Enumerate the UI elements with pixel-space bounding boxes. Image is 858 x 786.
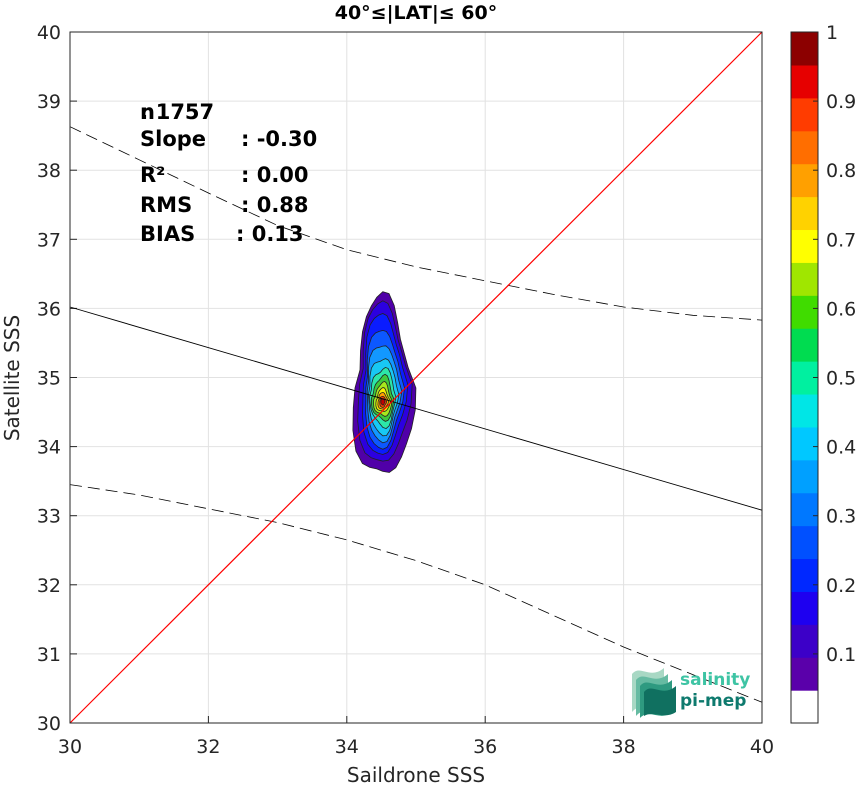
y-axis-label: Satellite SSS (0, 315, 24, 441)
stat-label: BIAS (140, 222, 195, 246)
colorbar-tick-label: 0.4 (826, 437, 856, 459)
colorbar-segment (791, 32, 818, 66)
stat-value: : -0.30 (241, 127, 317, 151)
colorbar-tick-label: 0.1 (826, 644, 856, 666)
stat-label: Slope (140, 127, 206, 151)
colorbar-tick-label: 0.6 (826, 298, 856, 320)
colorbar-segment (791, 624, 818, 658)
chart-title: 40°≤|LAT|≤ 60° (335, 2, 498, 24)
x-tick-label: 30 (58, 736, 82, 758)
colorbar-segment (791, 229, 818, 263)
y-tick-labels: 30 31 32 33 34 35 36 37 38 39 40 (37, 22, 61, 735)
colorbar-segment (791, 492, 818, 527)
colorbar-segment (791, 130, 818, 165)
colorbar-segment (791, 196, 818, 231)
colorbar-segment (791, 657, 818, 691)
plot-area (69, 31, 763, 724)
logo-line1: salinity (680, 670, 750, 690)
stat-value: : 0.88 (241, 193, 309, 217)
colorbar-segment (791, 558, 818, 592)
colorbar-tick-label: 0.7 (826, 229, 856, 251)
colorbar-tick-label: 1 (826, 22, 838, 44)
logo-wave-icon (632, 668, 676, 718)
stats-box: n: 1757 Slope : -0.30 R² : 0.00 RMS : 0.88 BIAS… (140, 100, 317, 246)
salinity-pimep-logo: salinity pi-mep (632, 668, 750, 718)
colorbar-segment (791, 328, 818, 362)
colorbar: 0.1 0.2 0.3 0.4 0.5 0.6 0.7 0.8 0.9 1 (790, 22, 856, 724)
y-tick-label: 37 (37, 229, 61, 251)
x-tick-label: 36 (473, 736, 497, 758)
y-tick-label: 32 (37, 575, 61, 597)
x-tick-labels: 30 32 34 36 38 40 (58, 736, 774, 758)
colorbar-segment (791, 525, 818, 560)
stat-value: : 0.13 (236, 222, 304, 246)
y-tick-label: 36 (37, 298, 61, 320)
logo-line2: pi-mep (680, 691, 746, 711)
x-tick-label: 32 (196, 736, 220, 758)
colorbar-segment (791, 262, 818, 296)
x-tick-label: 38 (612, 736, 636, 758)
y-tick-label: 30 (37, 713, 61, 735)
colorbar-segment (791, 591, 818, 625)
y-tick-label: 31 (37, 644, 61, 666)
stat-label: n (140, 100, 155, 124)
colorbar-segment (791, 64, 818, 99)
x-tick-label: 34 (335, 736, 359, 758)
colorbar-segment (791, 295, 818, 329)
density-contours (352, 291, 417, 473)
fit-lines (69, 31, 763, 724)
plot-frame (69, 31, 763, 724)
colorbar-segment (791, 393, 818, 428)
upper-dashed-line (69, 126, 763, 321)
y-tick-label: 33 (37, 506, 61, 528)
y-tick-label: 35 (37, 368, 61, 390)
y-tick-label: 34 (37, 437, 61, 459)
stat-label: R² (140, 163, 165, 187)
x-axis-label: Saildrone SSS (347, 763, 485, 786)
stat-label: RMS (140, 193, 192, 217)
colorbar-segment (791, 97, 818, 132)
y-tick-label: 39 (37, 91, 61, 113)
regression-line (69, 306, 763, 511)
lower-dashed-line (69, 484, 763, 703)
colorbar-segment (791, 459, 818, 494)
colorbar-tick-label: 0.8 (826, 160, 856, 182)
x-tick-label: 40 (750, 736, 774, 758)
y-tick-label: 40 (37, 22, 61, 44)
colorbar-tick-label: 0.3 (826, 506, 856, 528)
colorbar-segment (791, 690, 818, 724)
colorbar-tick-label: 0.9 (826, 91, 856, 113)
stat-value: : 1757 (140, 100, 214, 124)
stat-value: : 0.00 (241, 163, 309, 187)
colorbar-tick-label: 0.5 (826, 368, 856, 390)
y-tick-label: 38 (37, 160, 61, 182)
colorbar-segment (791, 426, 818, 461)
one-to-one-line (69, 31, 763, 724)
colorbar-tick-label: 0.2 (826, 575, 856, 597)
colorbar-segment (791, 163, 818, 198)
